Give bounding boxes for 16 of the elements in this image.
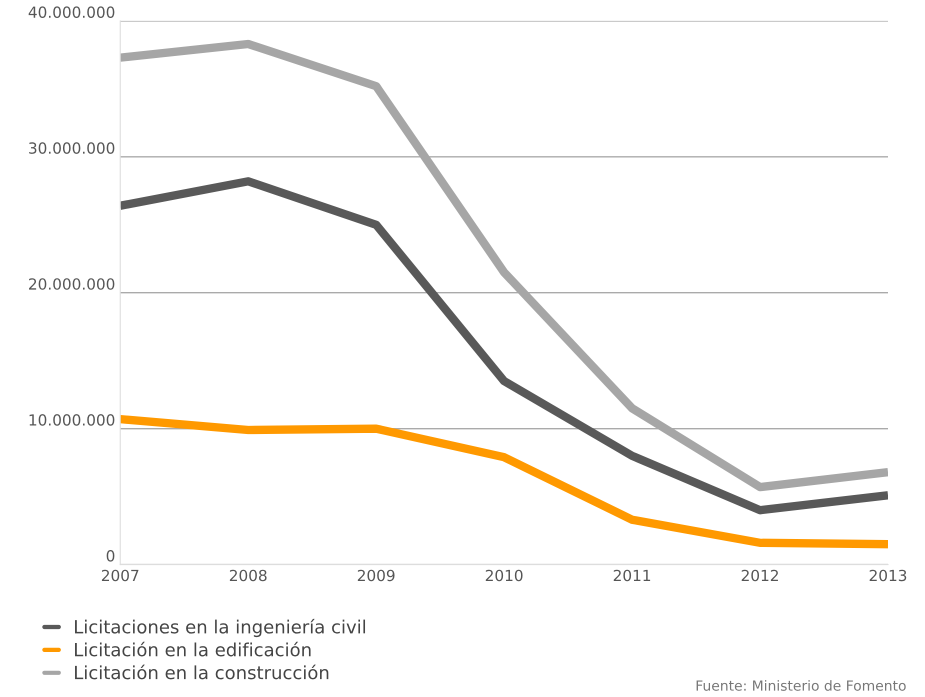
x-tick-label: 2013 xyxy=(870,570,906,582)
y-tick-label: 0 xyxy=(106,550,114,562)
y-tick-label: 40.000.000 xyxy=(28,6,114,18)
x-tick-label: 2011 xyxy=(614,570,650,582)
x-tick-label: 2010 xyxy=(486,570,523,582)
x-tick-label: 2009 xyxy=(358,570,395,582)
legend-label: Licitación en la edificación xyxy=(75,642,311,656)
x-tick-label: 2008 xyxy=(230,570,267,582)
y-tick-label: 20.000.000 xyxy=(29,278,114,290)
source-note: Fuente: Ministerio de Fomento xyxy=(696,680,906,691)
legend-label: Licitación en la construcción xyxy=(75,664,328,680)
y-tick-label: 30.000.000 xyxy=(29,142,114,154)
x-tick-label: 2012 xyxy=(742,570,778,582)
legend-label: Licitaciones en la ingeniería civil xyxy=(75,618,366,638)
y-tick-label: 10.000.000 xyxy=(30,414,114,426)
x-tick-label: 2007 xyxy=(102,570,138,582)
